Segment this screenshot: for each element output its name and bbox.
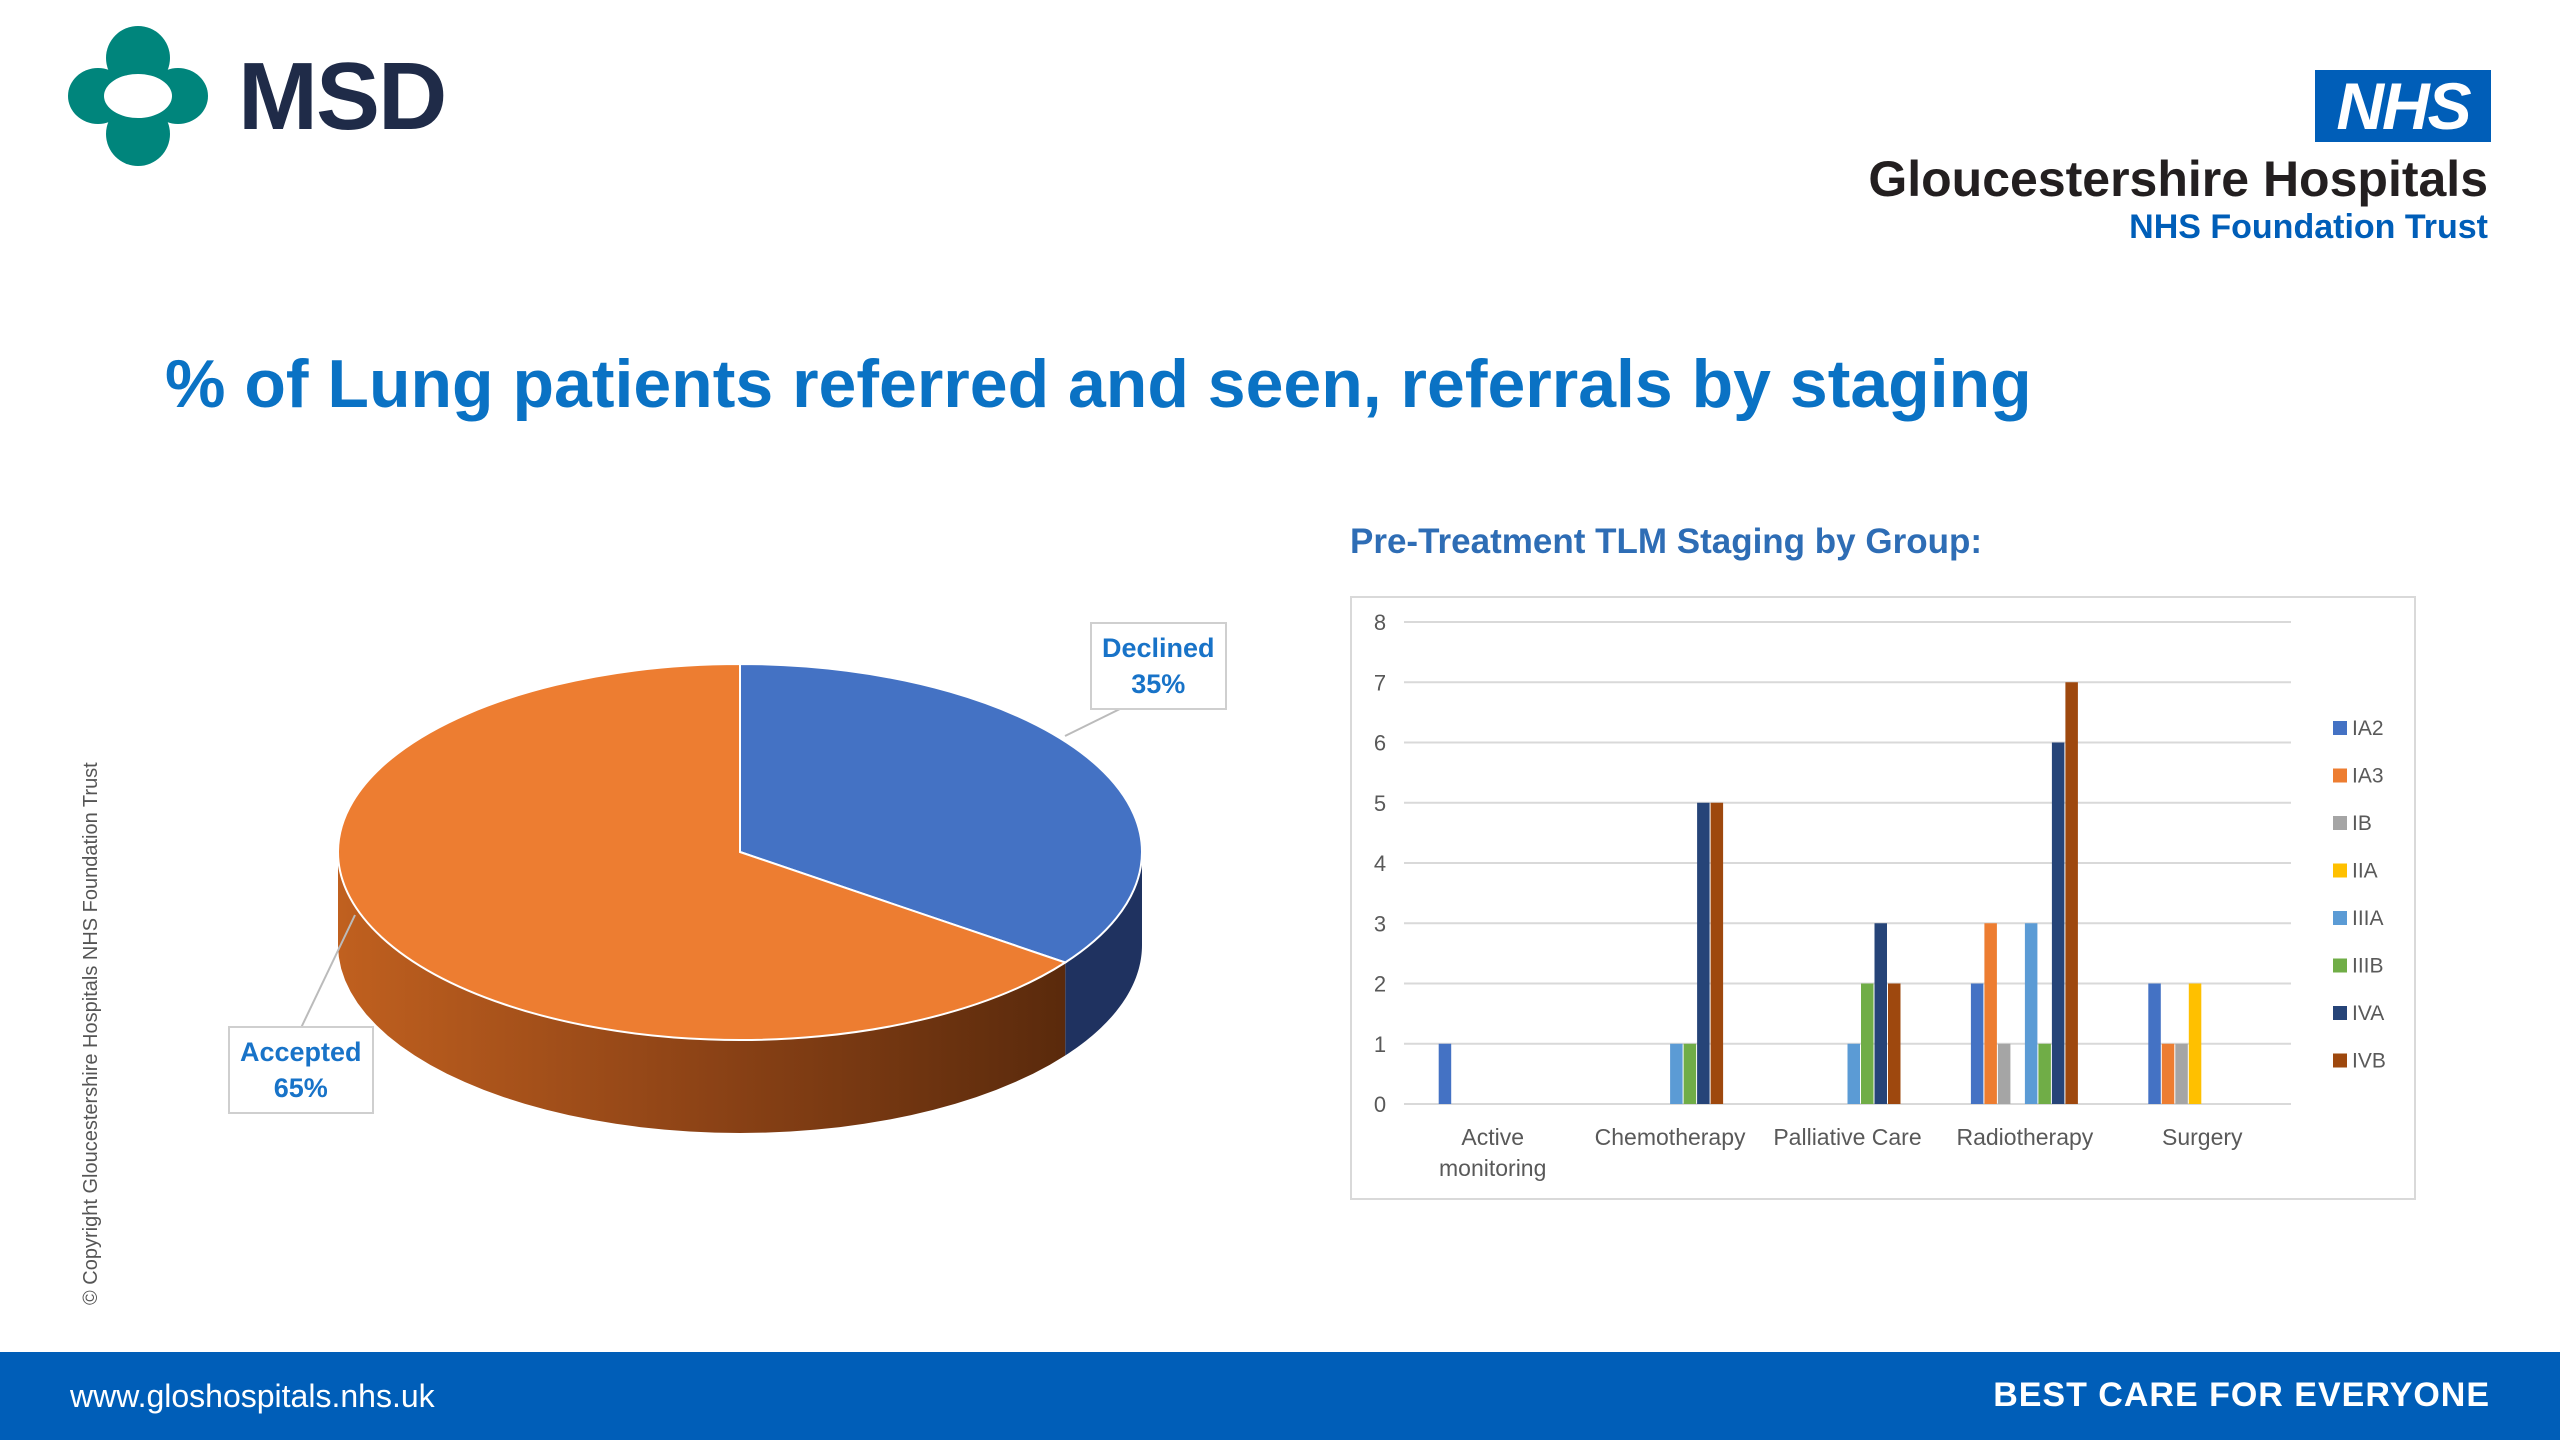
bar-IIIA-chemotherapy — [1670, 1043, 1683, 1104]
bar-IIIB-palliative-care — [1861, 983, 1874, 1104]
bar-IVB-chemotherapy — [1710, 802, 1724, 1104]
pie-side-accepted — [338, 852, 1066, 1133]
pie-label-declined: Declined 35% — [1090, 622, 1227, 710]
bar-IIIB-chemotherapy — [1683, 1043, 1697, 1104]
bar-IIIA-palliative-care — [1847, 1043, 1860, 1104]
bar-IA2-radiotherapy — [1970, 983, 1984, 1104]
footer-url-link[interactable]: www.gloshospitals.nhs.uk — [70, 1378, 435, 1414]
pie-label-declined-value: 35% — [1131, 669, 1186, 699]
footer-bar — [0, 1352, 2560, 1440]
legend-swatch-IB — [2333, 816, 2347, 830]
y-tick-label: 1 — [1374, 1032, 1386, 1057]
legend-label-IVB: IVB — [2352, 1050, 2386, 1073]
legend-label-IIIB: IIIB — [2352, 955, 2384, 978]
bar-IIIA-radiotherapy — [2024, 923, 2038, 1104]
msd-logo-text: MSD — [238, 43, 447, 150]
legend-label-IB: IB — [2352, 812, 2372, 835]
footer-slogan: BEST CARE FOR EVERYONE — [1993, 1376, 2490, 1414]
bar-IVB-radiotherapy — [2065, 682, 2078, 1104]
x-tick-label: Active — [1461, 1124, 1524, 1150]
msd-logo-icon — [68, 26, 208, 166]
pie-label-accepted-value: 65% — [273, 1073, 328, 1103]
bar-IVA-palliative-care — [1874, 923, 1887, 1104]
legend-swatch-IVA — [2333, 1006, 2347, 1020]
legend-swatch-IIA — [2333, 863, 2347, 878]
bar-chart-title: Pre-Treatment TLM Staging by Group: — [1350, 522, 1982, 561]
pie-label-declined-name: Declined — [1102, 633, 1215, 663]
pie-label-accepted-name: Accepted — [240, 1037, 362, 1067]
y-tick-label: 3 — [1374, 911, 1386, 936]
pie-chart — [299, 662, 1143, 1133]
pie-slice-accepted — [336, 662, 1068, 1041]
y-tick-label: 8 — [1374, 610, 1386, 635]
bar-IB-radiotherapy — [1997, 1043, 2011, 1104]
bar-IVA-chemotherapy — [1697, 802, 1710, 1104]
y-tick-label: 7 — [1374, 670, 1386, 695]
y-tick-label: 6 — [1374, 731, 1386, 756]
bar-IA2-surgery — [2148, 983, 2161, 1104]
legend-swatch-IA3 — [2333, 768, 2347, 783]
leader-line-accepted — [299, 914, 356, 1031]
legend-swatch-IVB — [2333, 1053, 2347, 1068]
x-tick-label: Chemotherapy — [1595, 1124, 1746, 1150]
legend-swatch-IIIA — [2333, 911, 2347, 925]
legend-label-IA3: IA3 — [2352, 765, 2384, 788]
leader-line-declined — [1064, 704, 1129, 737]
pie-slice-declined — [739, 662, 1143, 964]
trust-name: Gloucestershire Hospitals — [1868, 151, 2488, 207]
bar-IB-surgery — [2175, 1043, 2188, 1104]
legend-swatch-IA2 — [2333, 721, 2347, 735]
bar-IVA-radiotherapy — [2051, 742, 2065, 1104]
x-tick-label: Surgery — [2162, 1124, 2243, 1150]
page-title: % of Lung patients referred and seen, re… — [165, 346, 2032, 422]
legend-swatch-IIIB — [2333, 958, 2347, 973]
y-tick-label: 2 — [1374, 972, 1386, 997]
x-tick-label: monitoring — [1439, 1155, 1546, 1181]
y-tick-label: 4 — [1374, 851, 1386, 876]
bar-IA2-active-monitoring — [1438, 1043, 1452, 1104]
bar-IA3-radiotherapy — [1984, 923, 1997, 1104]
bar-IA3-surgery — [2161, 1043, 2175, 1104]
x-tick-label: Radiotherapy — [1956, 1124, 2093, 1150]
y-tick-label: 0 — [1374, 1092, 1386, 1117]
nhs-logo: NHS — [2315, 70, 2491, 142]
pie-side-declined — [1065, 852, 1142, 1056]
legend-label-IA2: IA2 — [2352, 717, 2384, 740]
bar-chart: 0 1 2 3 4 5 6 7 8 Active monitoring Chemotherapy Pal… — [1374, 610, 2386, 1181]
legend-label-IVA: IVA — [2352, 1002, 2384, 1025]
legend-label-IIIA: IIIA — [2352, 907, 2384, 930]
bar-IIA-surgery — [2188, 983, 2202, 1104]
trust-subtitle: NHS Foundation Trust — [2129, 208, 2488, 246]
bar-IIIB-radiotherapy — [2038, 1043, 2051, 1104]
bar-IVB-palliative-care — [1888, 983, 1901, 1104]
pie-label-accepted: Accepted 65% — [228, 1026, 374, 1114]
legend-label-IIA: IIA — [2352, 860, 2378, 883]
x-tick-label: Palliative Care — [1773, 1124, 1921, 1150]
bar-chart-frame — [1350, 596, 2416, 1200]
y-tick-label: 5 — [1374, 791, 1386, 816]
